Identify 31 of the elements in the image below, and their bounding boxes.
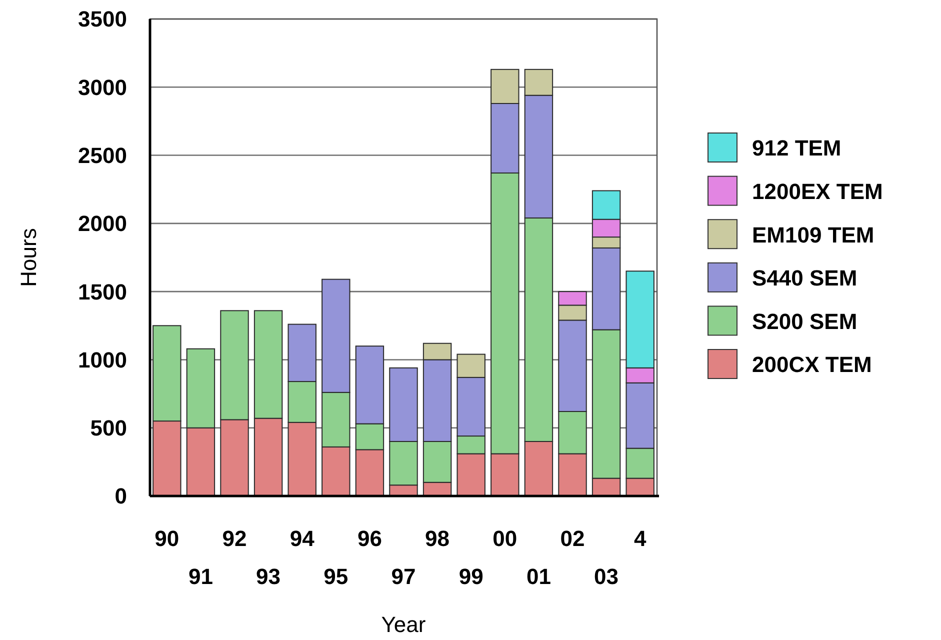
x-tick-label: 02 [560, 526, 585, 551]
x-tick-label: 98 [425, 526, 450, 551]
x-tick-label: 93 [256, 564, 281, 589]
y-tick-label: 1500 [78, 279, 127, 304]
y-axis-title: Hours [16, 228, 41, 287]
legend-label: S440 SEM [752, 266, 858, 291]
y-tick-label: 3000 [78, 74, 127, 100]
x-tick-label: 03 [594, 564, 619, 589]
x-tick-label: 97 [391, 564, 416, 589]
x-tick-label: 99 [458, 564, 484, 589]
x-tick-label: 94 [290, 526, 316, 551]
x-tick-label: 95 [324, 564, 348, 589]
y-tick-label: 2000 [78, 211, 127, 236]
legend-label: S200 SEM [752, 308, 858, 334]
x-axis-title: Year [381, 612, 426, 637]
legend-label: 1200EX TEM [752, 179, 883, 204]
legend-label: 912 TEM [752, 136, 842, 161]
legend-label: EM109 TEM [752, 222, 874, 248]
y-tick-label: 2500 [78, 142, 127, 168]
legend-label: 200CX TEM [752, 352, 872, 378]
x-tick-label: 4 [634, 526, 647, 551]
x-tick-label: 92 [222, 526, 247, 551]
x-tick-label: 01 [526, 564, 551, 589]
y-tick-label: 0 [114, 484, 127, 509]
x-tick-label: 91 [188, 564, 213, 589]
y-tick-label: 3500 [78, 6, 127, 32]
y-tick-label: 1000 [78, 347, 127, 372]
x-tick-label: 90 [154, 526, 180, 551]
y-tick-label: 500 [90, 416, 127, 441]
x-tick-label: 00 [492, 526, 518, 551]
x-tick-label: 96 [357, 526, 382, 551]
